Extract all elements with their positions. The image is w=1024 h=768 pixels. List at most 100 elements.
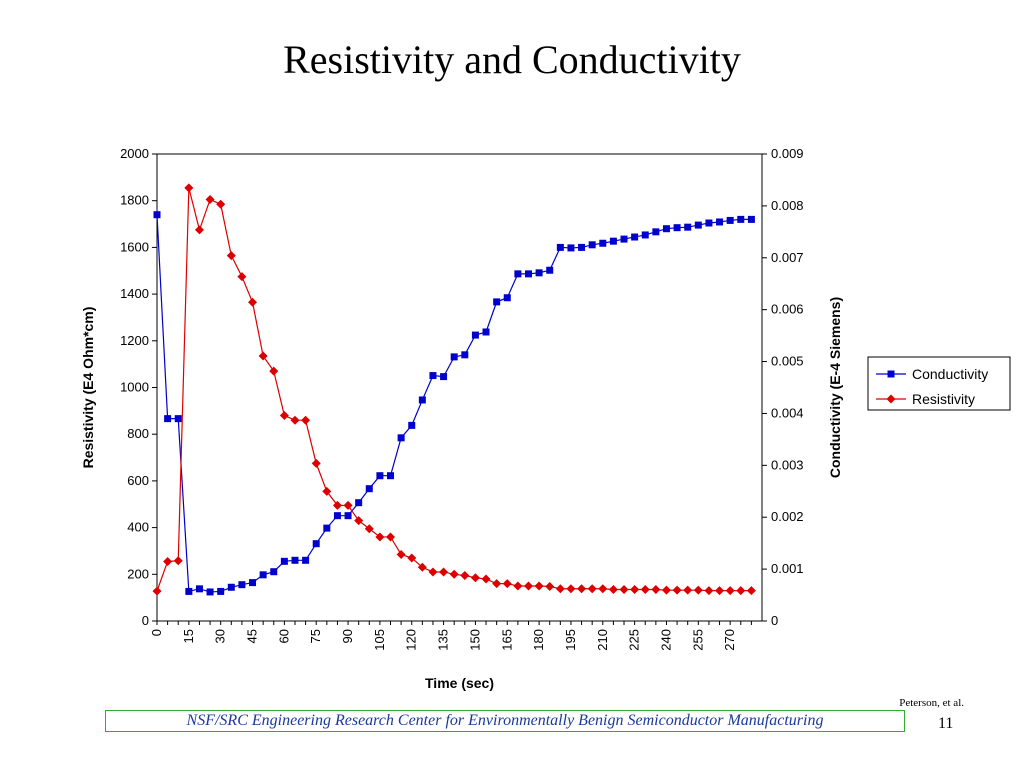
data-point-resistivity [428,567,438,577]
x-tick-label: 240 [658,629,673,651]
data-point-conductivity [620,235,628,243]
data-point-resistivity [672,585,682,595]
data-point-resistivity [630,584,640,594]
data-point-conductivity [726,216,734,224]
data-point-resistivity [332,500,342,510]
data-point-conductivity [705,219,713,227]
data-point-resistivity [237,272,247,282]
data-point-resistivity [343,500,353,510]
footer-banner: NSF/SRC Engineering Research Center for … [105,710,905,732]
data-point-resistivity [184,183,194,193]
data-point-conductivity [333,512,341,520]
data-point-conductivity [408,421,416,429]
left-tick-label: 1800 [120,193,149,208]
data-point-resistivity [205,195,215,205]
data-point-conductivity [429,372,437,380]
data-point-resistivity [566,584,576,594]
data-point-resistivity [746,586,756,596]
data-point-resistivity [375,532,385,542]
data-point-resistivity [693,585,703,595]
x-tick-label: 270 [722,629,737,651]
data-point-conductivity [312,540,320,548]
right-tick-label: 0.003 [771,457,804,472]
right-tick-label: 0.006 [771,302,804,317]
data-point-conductivity [461,351,469,359]
data-point-conductivity [493,298,501,306]
data-point-conductivity [227,583,235,591]
data-point-resistivity [523,581,533,591]
data-point-resistivity [279,411,289,421]
left-tick-label: 2000 [120,146,149,161]
data-point-conductivity [747,215,755,223]
data-point-resistivity [661,585,671,595]
data-point-resistivity [322,486,332,496]
data-point-resistivity [439,567,449,577]
left-tick-label: 800 [127,426,149,441]
x-axis-label: Time (sec) [425,675,494,691]
data-point-resistivity [417,562,427,572]
data-point-conductivity [450,353,458,361]
x-tick-label: 150 [467,629,482,651]
series-conductivity [153,211,755,596]
data-point-resistivity [577,584,587,594]
legend: Conductivity Resistivity [867,356,1011,411]
data-point-resistivity [301,415,311,425]
x-tick-label: 195 [563,629,578,651]
data-point-conductivity [578,243,586,251]
data-point-resistivity [651,584,661,594]
data-point-resistivity [470,573,480,583]
data-point-resistivity [587,584,597,594]
data-point-resistivity [619,584,629,594]
data-point-resistivity [704,586,714,596]
x-tick-label: 30 [213,629,228,643]
x-tick-label: 165 [499,629,514,651]
data-point-conductivity [641,231,649,239]
data-point-conductivity [524,270,532,278]
data-point-conductivity [195,585,203,593]
right-tick-label: 0.007 [771,250,804,265]
right-tick-label: 0.008 [771,198,804,213]
data-point-conductivity [694,221,702,229]
data-point-conductivity [270,568,278,576]
data-point-conductivity [387,472,395,480]
data-point-resistivity [386,532,396,542]
data-point-resistivity [502,579,512,589]
left-tick-label: 1000 [120,380,149,395]
series-line-conductivity [156,214,752,593]
x-tick-label: 60 [276,629,291,643]
x-tick-label: 15 [181,629,196,643]
data-point-conductivity [259,571,267,579]
right-tick-label: 0.009 [771,146,804,161]
data-point-resistivity [354,516,364,526]
left-tick-label: 1200 [120,333,149,348]
left-tick-label: 1600 [120,239,149,254]
data-point-conductivity [737,215,745,223]
data-point-resistivity [226,251,236,261]
right-tick-label: 0.001 [771,561,804,576]
axes: 020040060080010001200140016001800200000.… [120,146,803,651]
data-point-resistivity [481,574,491,584]
data-point-resistivity [364,524,374,534]
data-point-conductivity [631,233,639,241]
x-tick-label: 45 [245,629,260,643]
data-point-conductivity [471,331,479,339]
data-point-resistivity [290,415,300,425]
right-tick-label: 0.004 [771,405,804,420]
left-axis-label: Resistivity (E4 Ohm*cm) [80,307,96,469]
data-point-resistivity [534,581,544,591]
x-tick-label: 210 [595,629,610,651]
data-point-resistivity [269,366,279,376]
x-tick-label: 180 [531,629,546,651]
data-point-conductivity [397,434,405,442]
data-point-resistivity [640,584,650,594]
plot-border [156,153,763,622]
x-tick-label: 135 [436,629,451,651]
page-number: 11 [938,715,954,732]
data-point-resistivity [513,581,523,591]
series-resistivity [152,183,756,596]
data-point-resistivity [407,553,417,563]
right-axis-label: Conductivity (E-4 Siemens) [827,297,843,478]
left-tick-label: 1400 [120,286,149,301]
data-point-conductivity [280,557,288,565]
series-line-resistivity [156,187,752,592]
